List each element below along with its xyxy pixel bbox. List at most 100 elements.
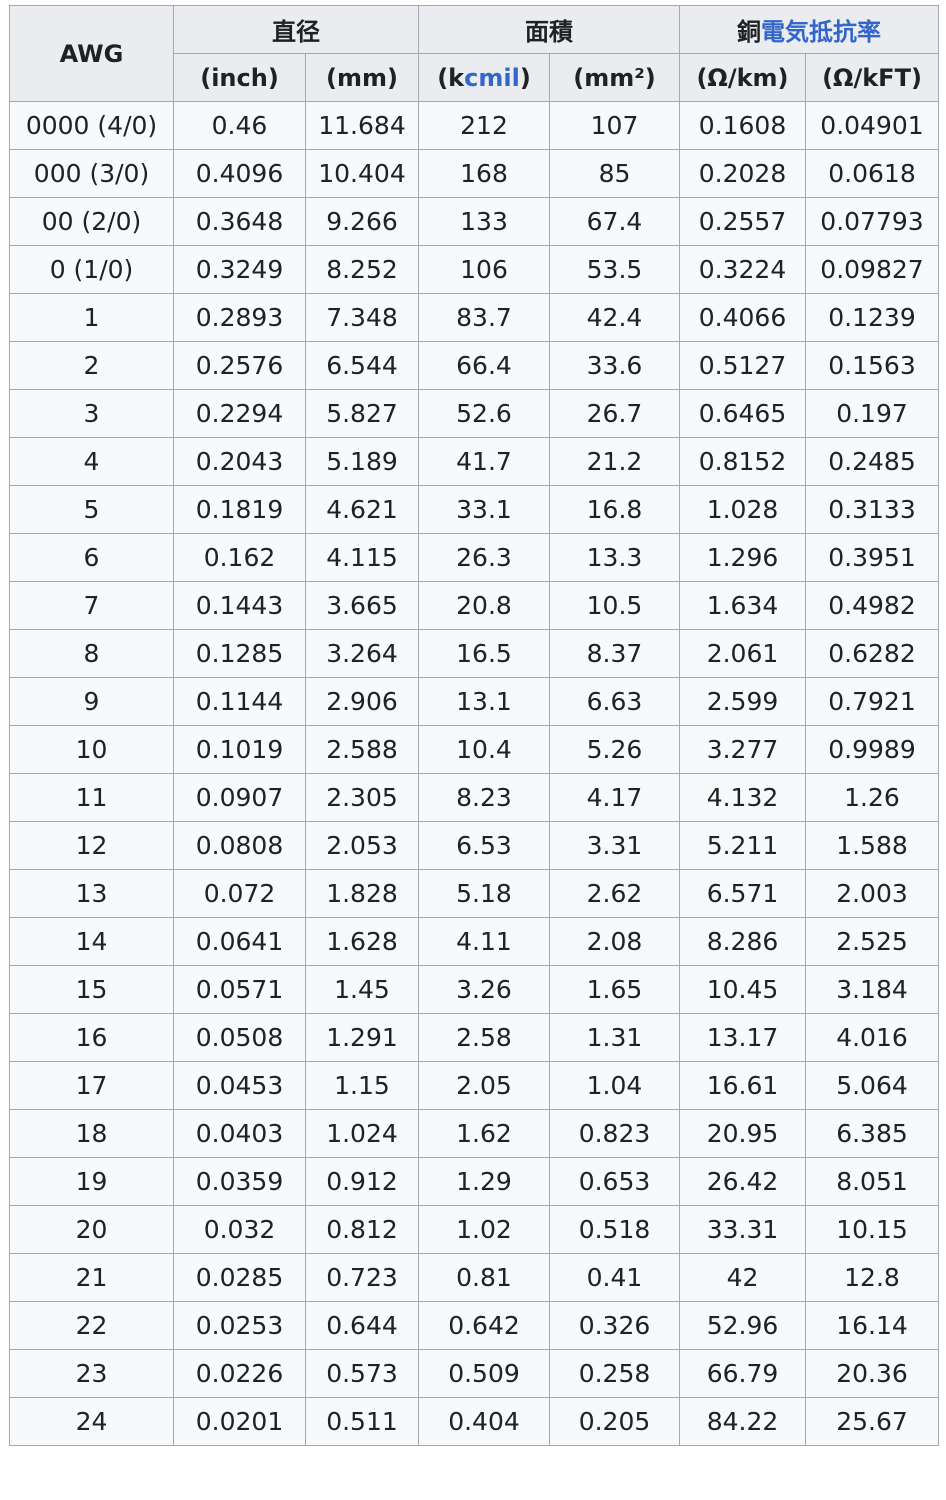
table-row: 1 0.2893 7.348 83.7 42.4 0.4066 0.1239 <box>9 293 939 342</box>
cell-resistance-ohm-kft: 0.9989 <box>805 725 939 774</box>
cell-diameter-mm: 2.588 <box>305 725 419 774</box>
table-row: 5 0.1819 4.621 33.1 16.8 1.028 0.3133 <box>9 485 939 534</box>
cell-resistance-ohm-km: 0.1608 <box>679 101 806 150</box>
cell-awg: 23 <box>9 1349 174 1398</box>
cell-diameter-inch: 0.032 <box>173 1205 306 1254</box>
cell-area-mm2: 33.6 <box>549 341 680 390</box>
cell-area-kcmil: 5.18 <box>418 869 550 918</box>
cell-area-mm2: 107 <box>549 101 680 150</box>
header-diameter: 直径 <box>173 5 419 54</box>
cell-awg: 0000 (4/0) <box>9 101 174 150</box>
cell-diameter-inch: 0.1019 <box>173 725 306 774</box>
cell-resistance-ohm-km: 1.634 <box>679 581 806 630</box>
cell-area-mm2: 2.62 <box>549 869 680 918</box>
cell-area-mm2: 0.326 <box>549 1301 680 1350</box>
cell-diameter-mm: 3.264 <box>305 629 419 678</box>
cell-resistance-ohm-kft: 0.0618 <box>805 149 939 198</box>
cmil-link[interactable]: cmil <box>464 63 520 92</box>
cell-resistance-ohm-kft: 0.4982 <box>805 581 939 630</box>
cell-area-kcmil: 6.53 <box>418 821 550 870</box>
cell-resistance-ohm-km: 0.4066 <box>679 293 806 342</box>
cell-resistance-ohm-kft: 1.26 <box>805 773 939 822</box>
cell-awg: 5 <box>9 485 174 534</box>
cell-diameter-mm: 1.828 <box>305 869 419 918</box>
table-row: 14 0.0641 1.628 4.11 2.08 8.286 2.525 <box>9 917 939 966</box>
cell-diameter-inch: 0.0359 <box>173 1157 306 1206</box>
cell-diameter-mm: 5.827 <box>305 389 419 438</box>
cell-area-mm2: 0.518 <box>549 1205 680 1254</box>
cell-awg: 18 <box>9 1109 174 1158</box>
cell-area-mm2: 10.5 <box>549 581 680 630</box>
header-area: 面積 <box>418 5 680 54</box>
cell-resistance-ohm-km: 8.286 <box>679 917 806 966</box>
cell-diameter-mm: 2.053 <box>305 821 419 870</box>
table-row: 20 0.032 0.812 1.02 0.518 33.31 10.15 <box>9 1205 939 1254</box>
cell-area-kcmil: 0.642 <box>418 1301 550 1350</box>
cell-diameter-mm: 3.665 <box>305 581 419 630</box>
cell-area-mm2: 5.26 <box>549 725 680 774</box>
cell-diameter-mm: 2.906 <box>305 677 419 726</box>
cell-resistance-ohm-km: 0.3224 <box>679 245 806 294</box>
table-row: 11 0.0907 2.305 8.23 4.17 4.132 1.26 <box>9 773 939 822</box>
cell-resistance-ohm-km: 5.211 <box>679 821 806 870</box>
cell-diameter-inch: 0.2043 <box>173 437 306 486</box>
cell-area-kcmil: 52.6 <box>418 389 550 438</box>
cell-diameter-mm: 1.291 <box>305 1013 419 1062</box>
table-row: 15 0.0571 1.45 3.26 1.65 10.45 3.184 <box>9 965 939 1014</box>
cell-resistance-ohm-kft: 6.385 <box>805 1109 939 1158</box>
cell-awg: 4 <box>9 437 174 486</box>
table-row: 6 0.162 4.115 26.3 13.3 1.296 0.3951 <box>9 533 939 582</box>
cell-awg: 14 <box>9 917 174 966</box>
cell-awg: 3 <box>9 389 174 438</box>
cell-awg: 11 <box>9 773 174 822</box>
cell-diameter-mm: 0.812 <box>305 1205 419 1254</box>
table-row: 3 0.2294 5.827 52.6 26.7 0.6465 0.197 <box>9 389 939 438</box>
unit-mm2: (mm²) <box>549 53 680 102</box>
unit-inch: (inch) <box>173 53 306 102</box>
table-row: 21 0.0285 0.723 0.81 0.41 42 12.8 <box>9 1253 939 1302</box>
cell-area-kcmil: 33.1 <box>418 485 550 534</box>
table-row: 23 0.0226 0.573 0.509 0.258 66.79 20.36 <box>9 1349 939 1398</box>
cell-resistance-ohm-kft: 0.07793 <box>805 197 939 246</box>
cell-diameter-mm: 1.628 <box>305 917 419 966</box>
cell-area-kcmil: 1.02 <box>418 1205 550 1254</box>
cell-area-kcmil: 3.26 <box>418 965 550 1014</box>
cell-diameter-mm: 7.348 <box>305 293 419 342</box>
cell-resistance-ohm-km: 13.17 <box>679 1013 806 1062</box>
resist-prefix: 銅 <box>737 18 761 46</box>
cell-area-mm2: 16.8 <box>549 485 680 534</box>
cell-area-kcmil: 66.4 <box>418 341 550 390</box>
cell-diameter-inch: 0.0253 <box>173 1301 306 1350</box>
cell-resistance-ohm-kft: 0.6282 <box>805 629 939 678</box>
cell-diameter-mm: 0.573 <box>305 1349 419 1398</box>
cell-area-kcmil: 168 <box>418 149 550 198</box>
cell-awg: 6 <box>9 533 174 582</box>
cell-diameter-mm: 2.305 <box>305 773 419 822</box>
resistivity-link[interactable]: 電気抵抗率 <box>761 18 881 46</box>
cell-area-kcmil: 8.23 <box>418 773 550 822</box>
cell-diameter-mm: 11.684 <box>305 101 419 150</box>
cell-area-mm2: 8.37 <box>549 629 680 678</box>
cell-area-mm2: 21.2 <box>549 437 680 486</box>
cell-awg: 12 <box>9 821 174 870</box>
cell-awg: 15 <box>9 965 174 1014</box>
cell-area-mm2: 53.5 <box>549 245 680 294</box>
cell-area-mm2: 26.7 <box>549 389 680 438</box>
cell-area-kcmil: 133 <box>418 197 550 246</box>
cell-resistance-ohm-kft: 0.7921 <box>805 677 939 726</box>
awg-wire-table: AWG 直径 面積 銅電気抵抗率 (inch) (mm) (kcmil) (mm… <box>9 5 939 1446</box>
cell-awg: 19 <box>9 1157 174 1206</box>
table-row: 16 0.0508 1.291 2.58 1.31 13.17 4.016 <box>9 1013 939 1062</box>
cell-diameter-mm: 1.15 <box>305 1061 419 1110</box>
cell-area-kcmil: 1.29 <box>418 1157 550 1206</box>
cell-diameter-inch: 0.0907 <box>173 773 306 822</box>
table-row: 19 0.0359 0.912 1.29 0.653 26.42 8.051 <box>9 1157 939 1206</box>
cell-resistance-ohm-km: 84.22 <box>679 1397 806 1446</box>
table-row: 2 0.2576 6.544 66.4 33.6 0.5127 0.1563 <box>9 341 939 390</box>
unit-kcmil: (kcmil) <box>418 53 550 102</box>
cell-awg: 0 (1/0) <box>9 245 174 294</box>
cell-area-kcmil: 10.4 <box>418 725 550 774</box>
table-row: 8 0.1285 3.264 16.5 8.37 2.061 0.6282 <box>9 629 939 678</box>
table-row: 0 (1/0) 0.3249 8.252 106 53.5 0.3224 0.09827 <box>9 245 939 294</box>
cell-diameter-inch: 0.0285 <box>173 1253 306 1302</box>
